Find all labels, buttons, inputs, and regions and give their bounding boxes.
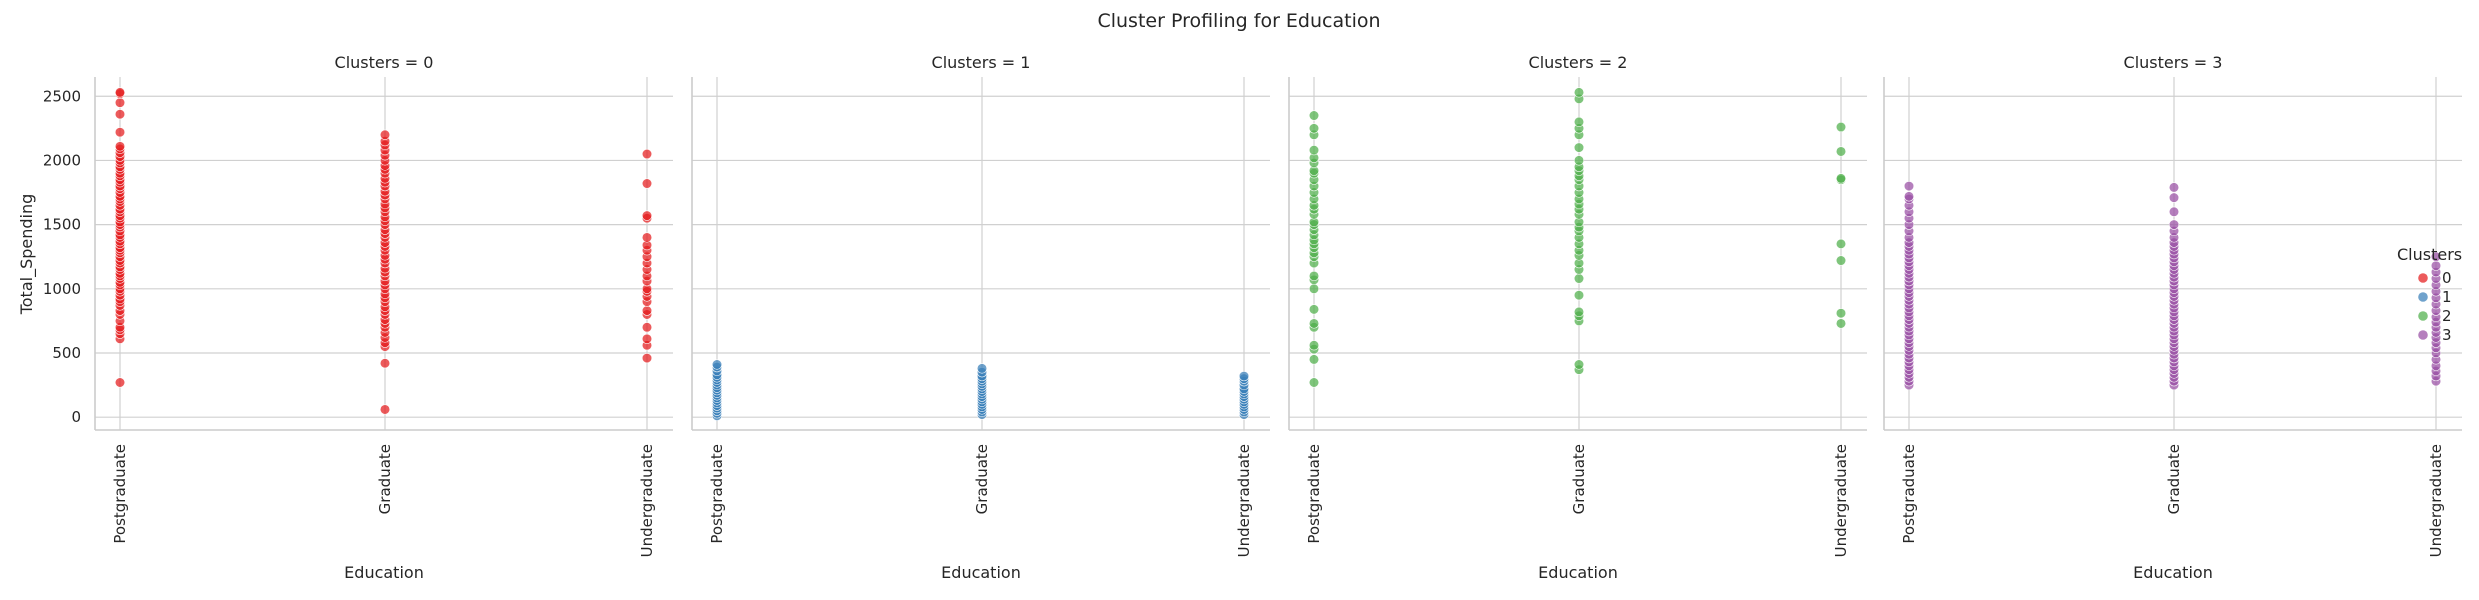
panel-title: Clusters = 0 <box>335 53 434 72</box>
x-tick-label: Graduate <box>973 444 991 514</box>
data-point <box>379 129 391 140</box>
data-point <box>1308 270 1320 282</box>
data-point <box>1835 308 1847 319</box>
data-point <box>641 178 653 189</box>
data-point <box>114 87 126 98</box>
y-tick-label: 1000 <box>43 280 81 298</box>
x-tick-label: Postgraduate <box>111 444 129 544</box>
data-point <box>1308 110 1320 121</box>
legend-label: 2 <box>2442 307 2452 325</box>
legend-label: 1 <box>2442 288 2452 306</box>
data-point <box>641 232 653 243</box>
data-point <box>1573 359 1585 370</box>
data-point <box>2168 219 2180 230</box>
x-axis-label: Education <box>1538 563 1618 582</box>
panel-title: Clusters = 1 <box>932 53 1031 72</box>
x-tick-label: Undergraduate <box>2427 444 2445 557</box>
data-point <box>641 305 653 316</box>
data-point <box>379 404 391 415</box>
data-point <box>1573 273 1585 284</box>
data-point <box>1308 340 1320 351</box>
legend-marker <box>2418 292 2428 302</box>
data-point <box>1573 290 1585 301</box>
data-point <box>1308 377 1320 388</box>
x-tick-label: Graduate <box>2165 444 2183 514</box>
y-tick-label: 2000 <box>43 151 81 169</box>
data-point <box>1903 191 1915 202</box>
panel-title: Clusters = 3 <box>2124 53 2223 72</box>
data-point <box>641 148 653 160</box>
data-point <box>1573 306 1585 318</box>
data-point <box>2168 206 2180 217</box>
legend-label: 0 <box>2442 269 2452 287</box>
data-point <box>2430 251 2442 262</box>
legend-title: Clusters <box>2397 245 2462 264</box>
x-tick-label: Graduate <box>1570 444 1588 514</box>
x-tick-label: Postgraduate <box>1305 444 1323 544</box>
data-point <box>1835 255 1847 266</box>
data-point <box>1573 155 1585 166</box>
data-point <box>1835 238 1847 249</box>
data-point <box>1903 181 1915 192</box>
data-point <box>1308 123 1320 134</box>
data-point <box>1308 145 1320 156</box>
x-tick-label: Graduate <box>376 444 394 514</box>
data-point <box>114 377 126 388</box>
data-point <box>641 210 653 221</box>
y-axis-label: Total_Spending <box>17 194 37 316</box>
data-point <box>2168 182 2180 193</box>
x-tick-label: Undergraduate <box>1832 444 1850 557</box>
panel-title: Clusters = 2 <box>1529 53 1628 72</box>
x-tick-label: Undergraduate <box>638 444 656 557</box>
x-axis-label: Education <box>344 563 424 582</box>
legend-marker <box>2418 311 2428 321</box>
data-point <box>114 141 126 152</box>
data-point <box>1308 354 1320 365</box>
facet-panel-2: Clusters = 2 Postgraduate Graduate Undergra… <box>1288 53 1867 582</box>
data-point <box>1308 304 1320 315</box>
legend-marker <box>2418 273 2428 283</box>
data-point <box>1835 318 1847 329</box>
data-point <box>641 353 653 364</box>
data-point <box>1308 318 1320 329</box>
y-tick-label: 1500 <box>43 216 81 234</box>
data-point <box>1835 146 1847 157</box>
y-tick-label: 2500 <box>43 87 81 105</box>
data-point <box>1573 116 1585 128</box>
data-point <box>2168 192 2180 203</box>
data-point <box>711 359 723 370</box>
x-tick-label: Postgraduate <box>708 444 726 544</box>
y-tick-label: 0 <box>71 408 81 426</box>
chart-title: Cluster Profiling for Education <box>1097 10 1380 32</box>
x-tick-label: Postgraduate <box>1900 444 1918 544</box>
data-point <box>114 97 126 108</box>
data-point <box>379 358 391 369</box>
data-point <box>641 333 653 344</box>
x-axis-label: Education <box>2133 563 2213 582</box>
facet-panels: Clusters = 0 0 500 1000 1500 2000 2500 Postgrad… <box>43 53 2462 582</box>
data-point <box>1573 142 1585 153</box>
x-axis-label: Education <box>941 563 1021 582</box>
facet-panel-3: Clusters = 3 Postgraduate Graduate Undergra… <box>1883 53 2462 582</box>
data-point <box>1835 173 1847 184</box>
data-point <box>1308 283 1320 294</box>
legend-marker <box>2418 330 2428 340</box>
data-point <box>1573 87 1585 98</box>
data-point <box>976 363 988 374</box>
x-tick-label: Undergraduate <box>1235 444 1253 557</box>
data-point <box>114 127 126 138</box>
facet-panel-0: Clusters = 0 0 500 1000 1500 2000 2500 Postgrad… <box>43 53 673 582</box>
data-point <box>1835 121 1847 133</box>
y-tick-label: 500 <box>52 344 81 362</box>
legend-label: 3 <box>2442 326 2452 344</box>
data-point <box>1238 370 1250 382</box>
data-point <box>114 109 126 120</box>
data-point <box>641 322 653 333</box>
facet-panel-1: Clusters = 1 Postgraduate Graduate Undergra… <box>691 53 1270 582</box>
